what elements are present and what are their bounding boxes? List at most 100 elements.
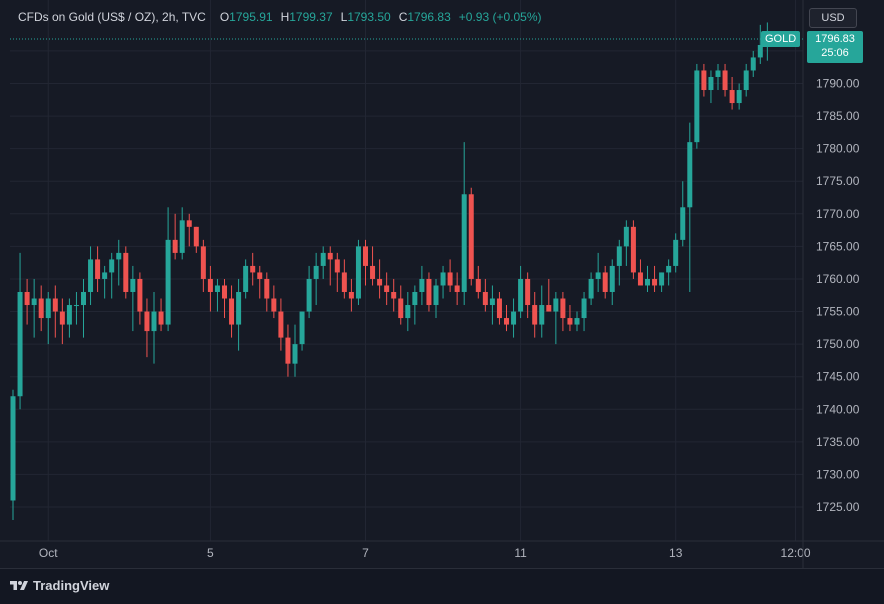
candle-body [398,298,404,319]
candle-body [214,285,220,292]
last-price-tag: 1796.83 25:06 [807,31,863,63]
candle-body [391,291,397,299]
chart-area[interactable]: 1725.00 1730.00 1735.00 1740.00 1745.00 1750.… [0,0,884,568]
candle-body [701,70,707,91]
candle-body [652,278,658,286]
candle-body [736,90,742,104]
candle-body [271,298,277,312]
candle-body [496,298,502,319]
candle-body [511,311,517,325]
bar-countdown: 25:06 [821,47,849,59]
candle-body [45,298,51,319]
symbol-title[interactable]: CFDs on Gold (US$ / OZ), 2h, TVC [18,10,206,24]
high-label: H [280,10,290,24]
candle-body [722,70,728,91]
candle-body [468,194,474,279]
footer: TradingView [0,568,884,604]
brand-name: TradingView [33,578,110,593]
candle-body [419,278,425,292]
candle-body [348,291,354,299]
candle-body [306,278,312,312]
currency-button[interactable]: USD [809,8,857,28]
candle-body [715,70,721,77]
candle-body [567,318,573,325]
candle-body [193,226,199,247]
x-tick-label: 5 [207,546,214,560]
y-tick-label: 1740.00 [816,402,860,416]
candle-body [384,285,390,292]
candle-body [31,298,37,306]
candle-body [461,194,467,292]
candlestick-chart[interactable]: 1725.00 1730.00 1735.00 1740.00 1745.00 1750.… [0,0,884,568]
chart-legend: CFDs on Gold (US$ / OZ), 2h, TVC O 1795.9… [18,10,542,24]
y-tick-label: 1790.00 [816,77,860,91]
candle-body [532,305,538,325]
candle-body [447,272,453,286]
candle-body [137,278,143,312]
candle-body [750,57,756,71]
candle-body [179,220,185,253]
y-tick-label: 1750.00 [816,337,860,351]
candle-body [151,311,157,332]
high-value: 1799.37 [289,10,333,24]
candle-body [81,291,86,306]
candle-body [440,272,446,286]
candle-body [52,298,58,312]
candle-body [24,291,30,306]
candle-body [144,311,150,332]
candle-body [595,272,601,279]
candle-body [377,278,383,286]
candle-body [518,278,524,312]
candle-body [264,278,270,299]
y-tick-label: 1730.00 [816,467,860,481]
y-tick-label: 1725.00 [816,500,860,514]
x-tick-label: Oct [39,546,58,560]
candle-body [207,278,213,292]
candle-body [581,298,587,319]
candle-body [743,70,749,91]
open-label: O [219,10,230,24]
candle-body [109,259,115,273]
last-price-value: 1796.83 [815,33,855,45]
candle-body [489,298,495,306]
candle-body [475,278,481,292]
tradingview-logo[interactable]: TradingView [10,578,109,593]
candle-body [546,305,552,312]
candle-body [200,246,206,279]
open-value: 1795.91 [229,10,273,24]
y-tick-label: 1735.00 [816,435,860,449]
candle-body [165,239,171,325]
close-label: C [398,10,408,24]
candle-body [88,259,94,292]
y-tick-label: 1760.00 [816,272,860,286]
candle-body [285,337,291,364]
candle-body [257,272,263,279]
candle-body [616,246,622,266]
y-tick-label: 1770.00 [816,207,860,221]
candle-body [95,259,101,279]
candle-body [659,272,665,286]
x-tick-label: 7 [362,546,369,560]
candle-body [426,278,432,306]
low-label: L [340,10,348,24]
candle-body [687,142,693,208]
candle-body [433,285,439,306]
candle-body [680,207,686,240]
candle-body [320,252,326,266]
candle-body [116,252,122,260]
candle-body [222,285,227,299]
candle-body [327,252,333,260]
candle-body [292,344,298,364]
candle-body [236,291,242,325]
candle-body [102,272,108,279]
candle-body [630,226,636,273]
candle-body [73,305,79,307]
y-tick-label: 1785.00 [816,109,860,123]
symbol-tag: GOLD [761,31,801,47]
candle-body [757,44,763,58]
candle-body [560,298,566,319]
candle-body [609,265,615,292]
candle-body [588,278,594,299]
candle-body [363,246,368,266]
candle-body [482,291,488,306]
